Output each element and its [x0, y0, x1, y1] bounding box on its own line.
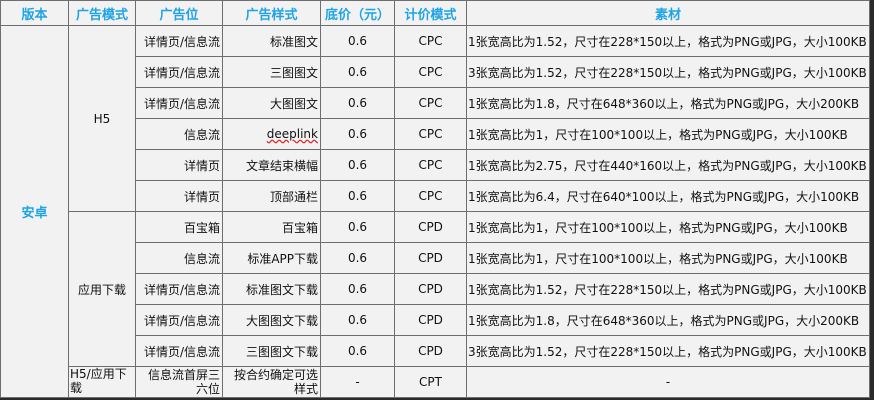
material-cell: 3张宽高比为1.52，尺寸在228*150以上，格式为PNG或JPG，大小100…	[466, 56, 870, 88]
slot-cell: 详情页/信息流	[135, 273, 223, 305]
table-row: 详情页/信息流 大图图文下载 0.6 CPD 1张宽高比为1.8，尺寸在648*360以…	[1, 304, 870, 336]
table-row: 详情页/信息流 三图图文下载 0.6 CPD 3张宽高比为1.52，尺寸在228*150…	[1, 335, 870, 367]
table-row: 详情页/信息流 大图图文 0.6 CPC 1张宽高比为1.8，尺寸在648*360以上，…	[1, 87, 870, 119]
style-label: 顶部通栏	[269, 189, 318, 204]
billing-cell: CPC	[394, 25, 467, 57]
style-label: deeplink	[266, 127, 318, 141]
billing-cell: CPC	[394, 118, 467, 150]
material-cell: 3张宽高比为1.52，尺寸在228*150以上，格式为PNG或JPG，大小100…	[466, 335, 870, 367]
price-cell: 0.6	[320, 242, 395, 274]
billing-cell: CPD	[394, 304, 467, 336]
style-label: 标准APP下载	[247, 251, 318, 266]
billing-cell: CPC	[394, 87, 467, 119]
mode-cell: H5/应用下载	[68, 366, 136, 398]
style-cell: 大图图文	[222, 87, 321, 119]
price-cell: 0.6	[320, 87, 395, 119]
table-row: 详情页/信息流 三图图文 0.6 CPC 3张宽高比为1.52，尺寸在228*150以上…	[1, 56, 870, 88]
header-row: 版本 广告模式 广告位 广告样式 底价（元） 计价模式 素材	[0, 0, 870, 26]
table-row: H5/应用下载 信息流首屏三六位 按合约确定可选样式 - CPT -	[1, 366, 870, 398]
style-cell: 顶部通栏	[222, 180, 321, 212]
billing-cell: CPC	[394, 56, 467, 88]
price-cell: -	[320, 366, 395, 398]
style-label: 三图图文下载	[245, 344, 318, 359]
material-cell: 1张宽高比为2.75，尺寸在440*160以上，格式为PNG或JPG，大小100…	[466, 149, 870, 181]
material-cell: -	[466, 366, 870, 398]
slot-cell: 详情页/信息流	[135, 25, 223, 57]
material-cell: 1张宽高比为1.8，尺寸在648*360以上，格式为PNG或JPG，大小200K…	[466, 304, 870, 336]
slot-cell: 百宝箱	[135, 211, 223, 243]
slot-cell: 详情页	[135, 149, 223, 181]
header-price: 底价（元）	[320, 0, 395, 26]
slot-cell: 详情页	[135, 180, 223, 212]
slot-cell: 详情页/信息流	[135, 56, 223, 88]
price-cell: 0.6	[320, 304, 395, 336]
material-cell: 1张宽高比为1，尺寸在100*100以上，格式为PNG或JPG，大小100KB	[466, 211, 870, 243]
price-cell: 0.6	[320, 335, 395, 367]
style-label: 大图图文下载	[245, 313, 318, 328]
price-cell: 0.6	[320, 180, 395, 212]
slot-cell: 详情页/信息流	[135, 335, 223, 367]
style-cell: 百宝箱	[222, 211, 321, 243]
header-material: 素材	[466, 0, 870, 26]
style-label: 百宝箱	[281, 220, 318, 235]
price-cell: 0.6	[320, 211, 395, 243]
style-cell: 标准APP下载	[222, 242, 321, 274]
price-cell: 0.6	[320, 149, 395, 181]
slot-cell: 信息流	[135, 118, 223, 150]
billing-cell: CPD	[394, 273, 467, 305]
table-row: 信息流 deeplink 0.6 CPC 1张宽高比为1，尺寸在100*100以上，格式…	[1, 118, 870, 150]
style-label: 标准图文下载	[245, 282, 318, 297]
style-cell: 标准图文	[222, 25, 321, 57]
header-slot: 广告位	[135, 0, 223, 26]
style-cell: 大图图文下载	[222, 304, 321, 336]
billing-cell: CPT	[394, 366, 467, 398]
material-cell: 1张宽高比为1.52，尺寸在228*150以上，格式为PNG或JPG，大小100…	[466, 273, 870, 305]
material-cell: 1张宽高比为1，尺寸在100*100以上，格式为PNG或JPG，大小100KB	[466, 242, 870, 274]
style-cell: 三图图文下载	[222, 335, 321, 367]
header-style: 广告样式	[222, 0, 321, 26]
style-label: 标准图文	[269, 34, 318, 49]
slot-cell: 详情页/信息流	[135, 304, 223, 336]
style-cell: deeplink	[222, 118, 321, 150]
billing-cell: CPC	[394, 149, 467, 181]
style-cell: 标准图文下载	[222, 273, 321, 305]
slot-cell: 信息流	[135, 242, 223, 274]
mode-cell: H5	[68, 25, 136, 212]
header-billing: 计价模式	[394, 0, 467, 26]
style-cell: 三图图文	[222, 56, 321, 88]
style-cell: 文章结束横幅	[222, 149, 321, 181]
slot-cell: 信息流首屏三六位	[135, 366, 223, 398]
header-version: 版本	[0, 0, 69, 26]
material-cell: 1张宽高比为1，尺寸在100*100以上，格式为PNG或JPG，大小100KB	[466, 118, 870, 150]
price-cell: 0.6	[320, 56, 395, 88]
table-row: 安卓 H5 详情页/信息流 标准图文 0.6 CPC 1张宽高比为1.52，尺寸在228*1…	[0, 25, 870, 398]
table-row: 信息流 标准APP下载 0.6 CPD 1张宽高比为1，尺寸在100*100以上，格式为…	[1, 242, 870, 274]
style-label: 三图图文	[269, 65, 318, 80]
header-mode: 广告模式	[68, 0, 136, 26]
mode-cell: 应用下载	[68, 211, 136, 367]
billing-cell: CPD	[394, 335, 467, 367]
price-cell: 0.6	[320, 25, 395, 57]
table-row: 详情页 顶部通栏 0.6 CPC 1张宽高比为6.4，尺寸在640*100以上，格式为P…	[1, 180, 870, 212]
material-cell: 1张宽高比为6.4，尺寸在640*100以上，格式为PNG或JPG，大小100K…	[466, 180, 870, 212]
style-label: 大图图文	[269, 96, 318, 111]
style-label: 文章结束横幅	[245, 158, 318, 173]
slot-cell: 详情页/信息流	[135, 87, 223, 119]
billing-cell: CPD	[394, 242, 467, 274]
style-cell: 按合约确定可选样式	[222, 366, 321, 398]
billing-cell: CPD	[394, 211, 467, 243]
material-cell: 1张宽高比为1.8，尺寸在648*360以上，格式为PNG或JPG，大小200K…	[466, 87, 870, 119]
price-cell: 0.6	[320, 273, 395, 305]
platform-cell: 安卓	[0, 25, 69, 398]
table-row: 详情页 文章结束横幅 0.6 CPC 1张宽高比为2.75，尺寸在440*160以上，格…	[1, 149, 870, 181]
material-cell: 1张宽高比为1.52，尺寸在228*150以上，格式为PNG或JPG，大小100…	[466, 25, 870, 57]
price-cell: 0.6	[320, 118, 395, 150]
table-row: 应用下载 百宝箱 百宝箱 0.6 CPD 1张宽高比为1，尺寸在100*100以上，格式为…	[1, 211, 870, 367]
style-label: 按合约确定可选样式	[233, 368, 318, 396]
billing-cell: CPC	[394, 180, 467, 212]
